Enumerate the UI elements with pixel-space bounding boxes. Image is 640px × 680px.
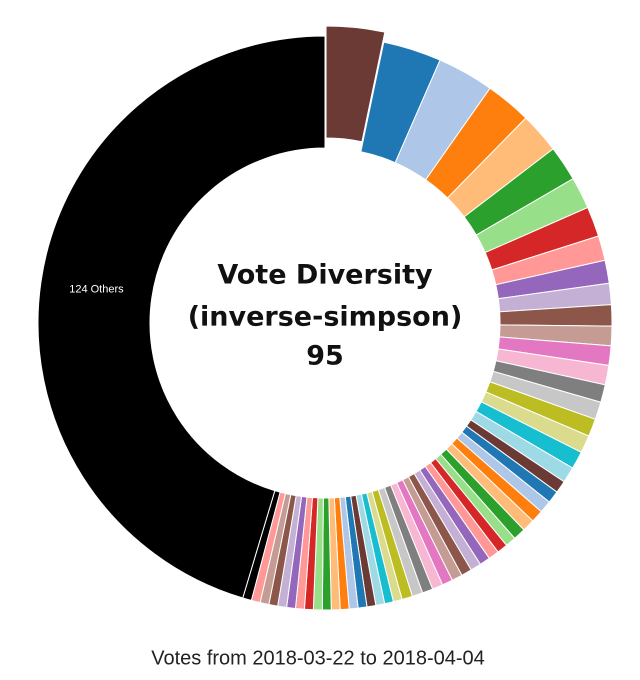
chart-title: Vote Diversity [217, 260, 433, 291]
donut [37, 25, 613, 611]
chart-subtitle: (inverse-simpson) [188, 302, 463, 333]
slice [325, 25, 386, 143]
caption: Votes from 2018-03-22 to 2018-04-04 [151, 647, 485, 669]
slice-label: 124 Others [69, 283, 124, 295]
slice [37, 35, 326, 599]
center-value: 95 [306, 341, 344, 372]
